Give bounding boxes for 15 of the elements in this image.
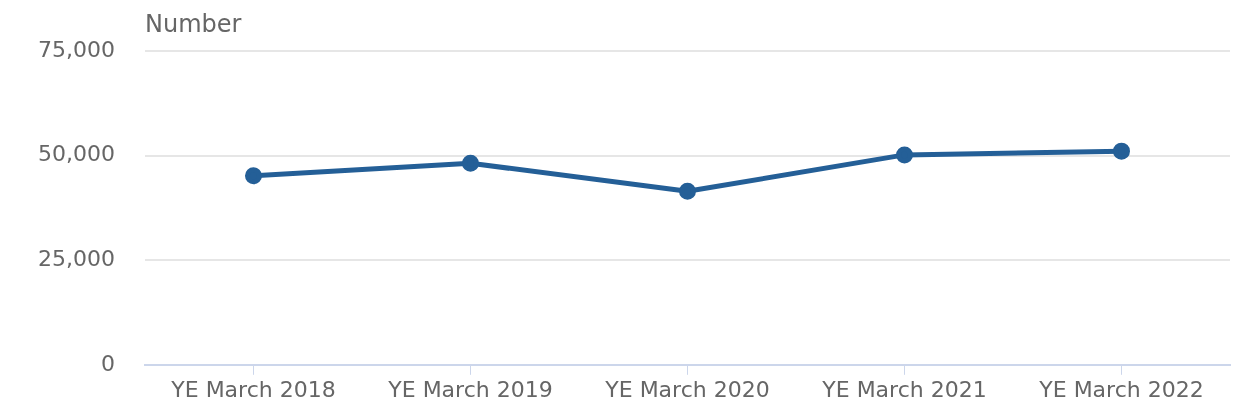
y-tick-label: 25,000: [37, 245, 115, 271]
x-tick-label: YE March 2022: [1038, 376, 1204, 402]
y-tick-label: 0: [100, 350, 115, 376]
point: [461, 154, 479, 172]
x-tick-label: YE March 2020: [604, 376, 770, 402]
point: [895, 146, 913, 164]
y-tick-label: 50,000: [37, 141, 115, 167]
x-tick-label: YE March 2021: [821, 376, 987, 402]
x-tick-label: YE March 2019: [387, 376, 553, 402]
point: [678, 182, 696, 200]
point: [244, 167, 262, 185]
x-tick-label: YE March 2018: [170, 376, 336, 402]
y-axis-title: Number: [144, 10, 242, 38]
point: [1113, 142, 1130, 160]
y-tick-label: 75,000: [37, 36, 115, 62]
